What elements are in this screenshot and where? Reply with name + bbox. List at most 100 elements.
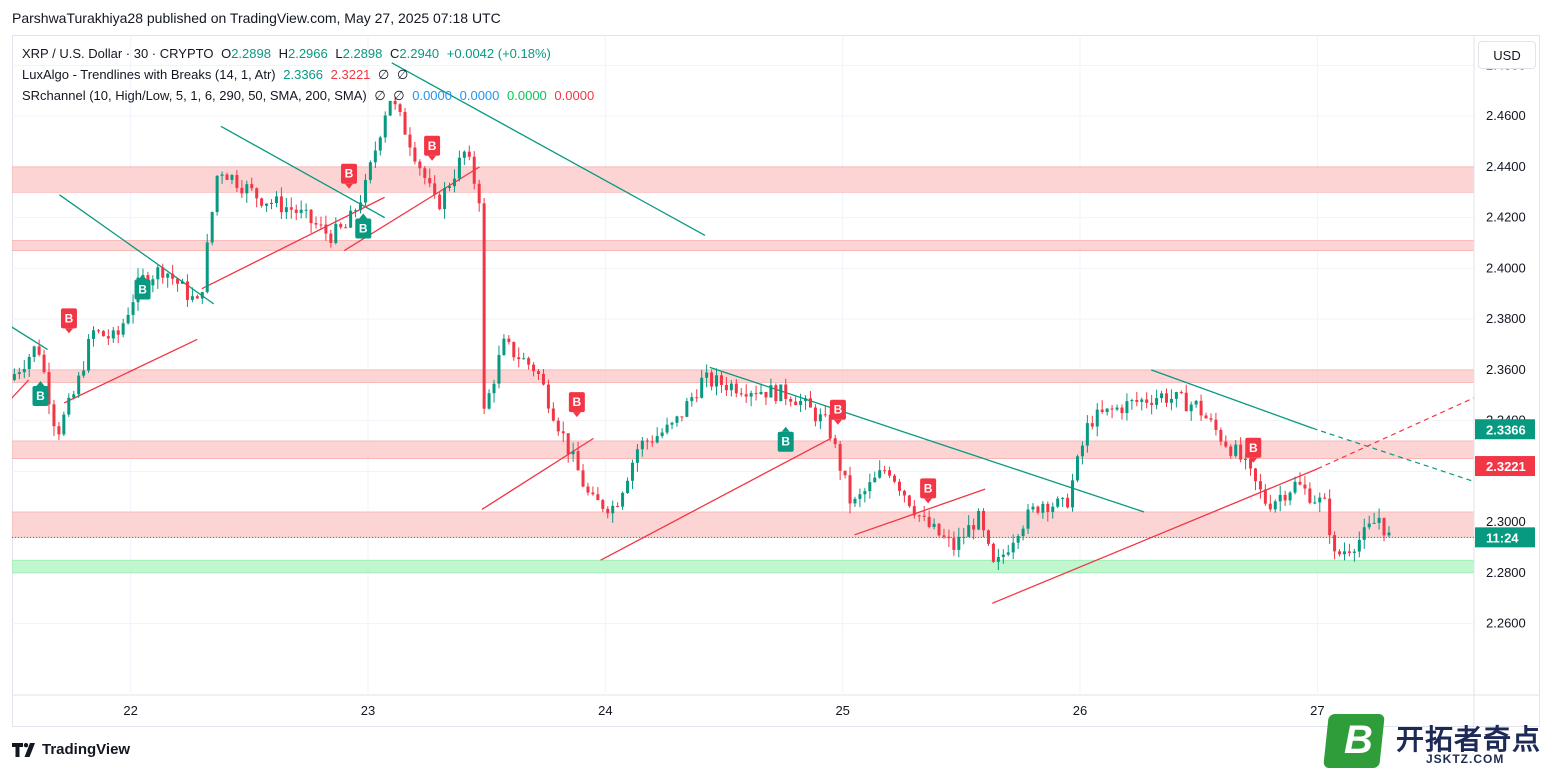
candle-body [1338, 551, 1342, 555]
signal-pointer [428, 155, 437, 161]
candle-body [284, 207, 288, 213]
candle-body [289, 207, 293, 210]
candle-body [472, 156, 476, 184]
candle-body [452, 178, 456, 187]
legend-indicator-2[interactable]: SRchannel (10, High/Low, 5, 1, 6, 290, 5… [22, 88, 598, 104]
candle-body [626, 480, 630, 493]
candle-body [126, 314, 130, 324]
currency-button[interactable]: USD [1478, 41, 1536, 69]
candle-body [230, 174, 234, 180]
ind2-value-3: 0.0000 [412, 88, 452, 103]
tradingview-branding[interactable]: TradingView [12, 741, 130, 758]
o-label: O [221, 46, 232, 61]
candle-body [195, 296, 199, 299]
candle-body [794, 401, 798, 406]
candle-body [1253, 468, 1257, 482]
signal-badge [568, 392, 585, 413]
candle-body [606, 508, 610, 514]
candle-body [235, 174, 239, 188]
trendline-down [1150, 369, 1313, 429]
publisher-line: ParshwaTurakhiya28 published on TradingV… [12, 10, 501, 26]
candle-body [274, 196, 278, 203]
candle-body [739, 393, 743, 395]
candle-body [838, 444, 842, 471]
candle-body [334, 223, 338, 243]
candle-body [759, 392, 763, 394]
candle-body [92, 330, 96, 339]
candle-body [349, 210, 353, 228]
candle-body [1357, 539, 1361, 552]
signal-pointer [781, 426, 790, 432]
candle-body [902, 490, 906, 496]
candle-body [1130, 400, 1134, 402]
candle-body [22, 369, 26, 373]
price-axis-label-bg [1475, 527, 1535, 548]
candle-body [764, 392, 768, 398]
sr-zones [12, 166, 1475, 574]
candle-body [710, 372, 714, 387]
candle-body [1288, 492, 1292, 501]
legend-high: H2.2966 [279, 46, 328, 61]
candle-body [541, 374, 545, 385]
candle-body [309, 209, 313, 224]
candle-body [220, 174, 224, 176]
candle-body [1333, 535, 1337, 552]
candle-body [225, 174, 229, 180]
x-tick-label: 23 [361, 703, 375, 718]
candle-body [680, 416, 684, 418]
candle-body [828, 414, 832, 439]
legend-indicator-1[interactable]: LuxAlgo - Trendlines with Breaks (14, 1,… [22, 67, 412, 83]
candle-body [749, 393, 753, 397]
signal-label: B [345, 167, 354, 181]
candle-body [1303, 484, 1307, 489]
candle-body [853, 498, 857, 504]
candle-body [729, 383, 733, 391]
candle-body [532, 364, 536, 372]
candle-body [319, 224, 323, 226]
legend-close: C2.2940 [390, 46, 439, 61]
h-value: 2.2966 [287, 46, 328, 61]
l-value: 2.2898 [342, 46, 383, 61]
candle-body [37, 346, 41, 355]
candle-body [705, 372, 709, 378]
candle-body [991, 543, 995, 562]
candle-body [1179, 392, 1183, 394]
candle-body [190, 296, 194, 300]
candle-body [1239, 444, 1243, 460]
signal-label: B [781, 435, 790, 449]
legend-change: +0.0042 (+0.18%) [446, 46, 551, 61]
candle-body [443, 187, 447, 210]
price-axis-label: 2.3366 [1486, 422, 1526, 437]
candle-body [1006, 552, 1010, 555]
candlestick-chart[interactable]: B B B B B B B B B B B 2.26002.28002.30002.32002.34… [12, 35, 1540, 727]
candle-body [304, 209, 308, 211]
candle-body [581, 470, 585, 487]
grid [12, 35, 1474, 693]
candle-body [1313, 502, 1317, 504]
candle-body [527, 358, 531, 365]
candle-body [161, 267, 165, 278]
signal-label: B [65, 311, 74, 325]
candle-body [1031, 506, 1035, 510]
axes: 2.26002.28002.30002.32002.34002.36002.38… [12, 35, 1540, 727]
trendline-down [12, 326, 48, 351]
candle-body [492, 383, 496, 394]
candle-body [700, 377, 704, 398]
candle-body [784, 384, 788, 399]
trendline-up [600, 437, 832, 561]
trendline-up [63, 338, 198, 404]
candle-body [1352, 551, 1356, 553]
ind1-value-1: 2.3366 [283, 67, 324, 82]
candle-body [715, 375, 719, 387]
candle-body [912, 506, 916, 516]
candle-body [329, 233, 333, 243]
candle-body [1046, 503, 1050, 512]
y-tick-label: 2.3000 [1486, 514, 1526, 529]
candle-body [200, 292, 204, 299]
candle-body [769, 385, 773, 398]
x-tick-label: 26 [1073, 703, 1087, 718]
candle-body [423, 168, 427, 179]
ind2-value-2: ∅ [393, 88, 405, 103]
candle-body [1372, 522, 1376, 524]
candle-body [566, 433, 570, 455]
